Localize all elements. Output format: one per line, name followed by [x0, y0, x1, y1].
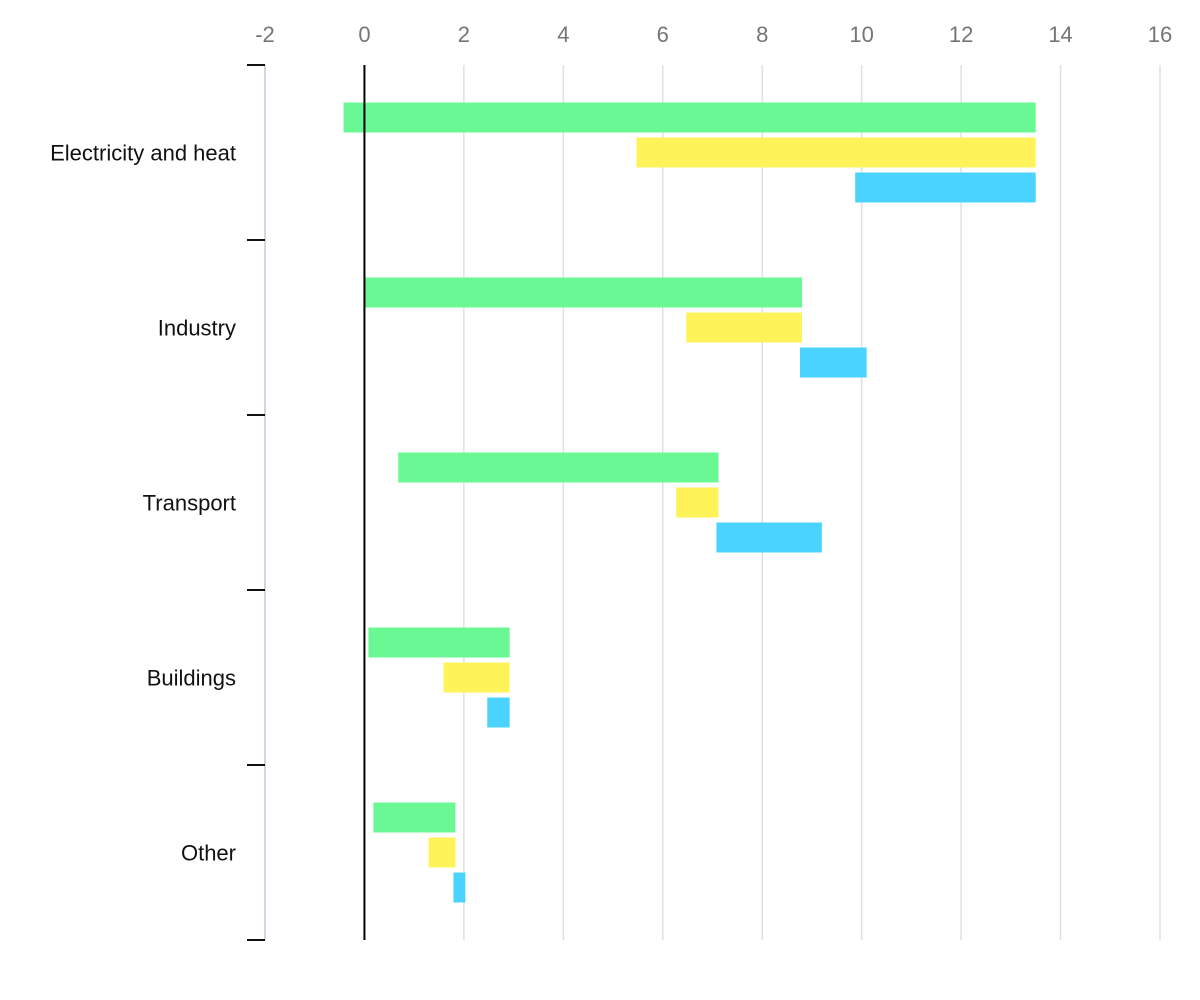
bar-series-1: [364, 277, 802, 308]
bar-series-2: [428, 837, 456, 868]
x-tick-label: 10: [849, 22, 873, 47]
bars: [343, 102, 1036, 903]
x-tick-labels: -2 0 2 4 6 8 10 12 14 16: [255, 22, 1172, 47]
bar-series-2: [686, 312, 802, 343]
x-tick-label: 8: [756, 22, 768, 47]
axes: [247, 64, 366, 941]
category-label: Buildings: [147, 666, 236, 691]
x-tick-label: 16: [1148, 22, 1172, 47]
bar-series-3: [800, 347, 867, 378]
bar-series-1: [398, 452, 719, 483]
category-label: Electricity and heat: [50, 141, 236, 166]
category-labels: Electricity and heat Industry Transport Bui…: [50, 141, 236, 866]
bar-series-2: [676, 487, 719, 518]
category-label: Industry: [158, 316, 236, 341]
bar-series-2: [636, 137, 1036, 168]
bar-series-1: [368, 627, 510, 658]
x-tick-label: 2: [458, 22, 470, 47]
x-tick-label: 6: [657, 22, 669, 47]
category-label: Transport: [143, 491, 236, 516]
x-tick-label: 12: [949, 22, 973, 47]
bar-series-3: [487, 697, 510, 728]
bar-series-3: [453, 872, 466, 903]
x-tick-label: 14: [1048, 22, 1072, 47]
x-tick-label: -2: [255, 22, 275, 47]
x-tick-label: 0: [358, 22, 370, 47]
bar-series-3: [855, 172, 1036, 203]
gridlines: [463, 65, 1161, 940]
bar-series-2: [443, 662, 510, 693]
x-tick-label: 4: [557, 22, 569, 47]
bar-series-1: [343, 102, 1036, 133]
bar-series-3: [716, 522, 822, 553]
bar-series-1: [373, 802, 456, 833]
category-label: Other: [181, 841, 236, 866]
